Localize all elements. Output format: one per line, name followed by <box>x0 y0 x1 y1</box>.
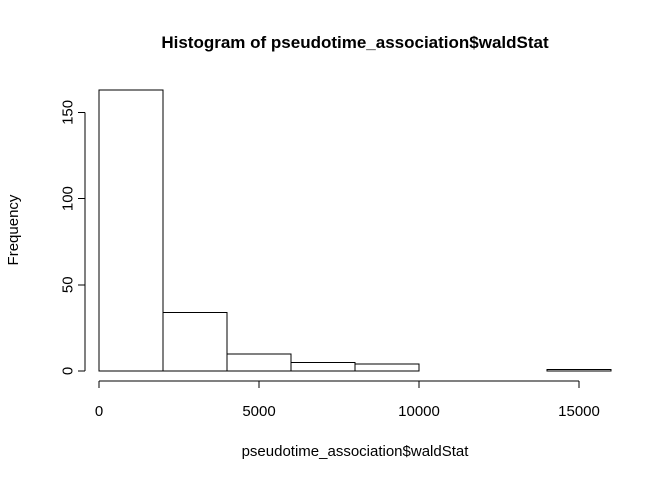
histogram-bar <box>354 363 420 372</box>
y-axis: 0 50 100 150 <box>60 100 86 375</box>
y-tick-label: 50 <box>60 276 77 293</box>
histogram-bar <box>162 311 228 372</box>
histogram-bar <box>226 353 292 372</box>
histogram-bar <box>290 361 356 372</box>
y-tick-label: 0 <box>60 367 77 375</box>
y-axis-label: Frequency <box>5 194 22 265</box>
x-tick-label: 5000 <box>242 403 275 420</box>
x-axis: 0 5000 10000 15000 <box>95 380 600 420</box>
y-tick-label: 100 <box>60 186 77 211</box>
x-tick-label: 10000 <box>398 403 440 420</box>
x-tick-label: 15000 <box>558 403 600 420</box>
histogram-bar <box>98 89 164 372</box>
histogram-bar <box>546 368 612 372</box>
x-axis-label: pseudotime_association$waldStat <box>242 443 470 460</box>
chart-title: Histogram of pseudotime_association$wald… <box>161 33 549 52</box>
x-tick-label: 0 <box>95 403 103 420</box>
bars-group <box>98 89 612 372</box>
y-tick-label: 150 <box>60 100 77 125</box>
